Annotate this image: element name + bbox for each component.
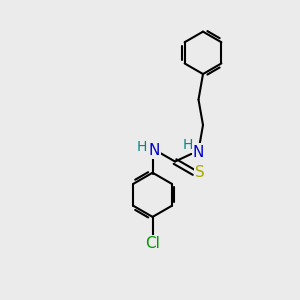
Text: N: N bbox=[193, 145, 204, 160]
Text: H: H bbox=[183, 138, 194, 152]
Text: H: H bbox=[137, 140, 148, 154]
Text: S: S bbox=[195, 165, 205, 180]
Text: Cl: Cl bbox=[145, 236, 160, 251]
Text: N: N bbox=[148, 142, 160, 158]
